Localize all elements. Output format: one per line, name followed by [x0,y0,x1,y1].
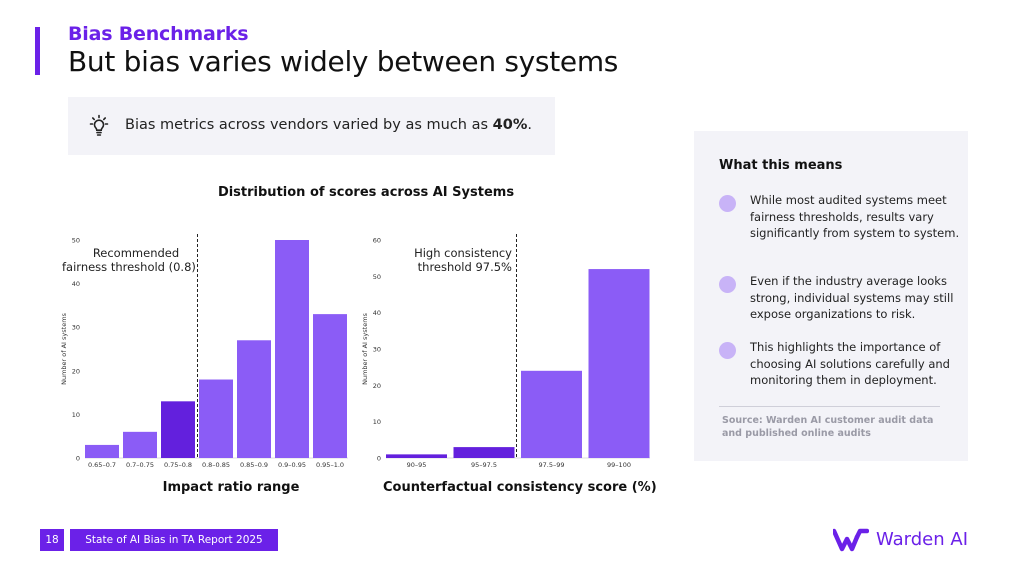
header-accent-bar [35,27,40,75]
bar [199,379,233,458]
y-axis-title: Number of AI systems [361,312,369,384]
x-tick-label: 0.9–0.95 [278,461,306,469]
report-name: State of AI Bias in TA Report 2025 [70,529,278,551]
x-tick-label: 97.5–99 [539,461,565,469]
callout-highlight: 40% [492,117,528,133]
bar [521,370,582,458]
panel-divider [719,406,940,407]
x-tick-label: 0.75–0.8 [164,461,192,469]
bar [588,269,650,458]
bar [85,444,119,458]
insight-callout: Bias metrics across vendors varied by as… [68,97,555,155]
y-tick-label: 50 [373,273,381,281]
y-tick-label: 0 [76,455,80,463]
impact-ratio-plot: 0 10 20 30 40 50 Number of AI systems 0.65–0.7 0… [60,234,348,469]
impact-ratio-chart: 0 10 20 30 40 50 Number of AI systems 0.65–0.7 0… [58,228,358,503]
counterfactual-consistency-plot: 0 10 20 30 40 50 60 Number of AI systems 90–95 95… [361,234,650,469]
y-axis-title: Number of AI systems [60,312,68,384]
x-tick-label: 90–95 [407,461,427,469]
x-tick-label: 0.7–0.75 [126,461,154,469]
bar [275,240,309,458]
y-tick-label: 30 [72,324,80,332]
x-tick-label: 0.95–1.0 [316,461,344,469]
panel-point-text: While most audited systems meet fairness… [750,193,960,240]
y-tick-label: 40 [373,309,381,317]
source-note: Source: Warden AI customer audit data an… [722,415,934,439]
page-number: 18 [40,529,64,551]
bullet-dot-icon [719,342,736,359]
y-tick-label: 0 [377,455,381,463]
y-tick-label: 10 [72,411,80,419]
x-tick-label: 95–97.5 [471,461,497,469]
bullet-dot-icon [719,195,736,212]
panel-point-text: Even if the industry average looks stron… [750,274,954,321]
bullet-dot-icon [719,276,736,293]
y-tick-label: 30 [373,346,381,354]
y-tick-label: 50 [72,237,80,245]
x-tick-label: 0.8–0.85 [202,461,230,469]
y-tick-label: 20 [72,367,80,375]
panel-heading: What this means [719,158,843,173]
bar [313,314,347,458]
distribution-title: Distribution of scores across AI Systems [217,185,515,200]
x-tick-label: 99–100 [607,461,631,469]
warden-logo-icon [833,528,869,552]
callout-text: Bias metrics across vendors varied by as… [125,117,532,133]
logo-wordmark: Warden AI [876,529,969,550]
y-tick-label: 40 [72,280,80,288]
bar [237,340,271,458]
y-tick-label: 20 [373,382,381,390]
y-tick-label: 60 [373,237,381,245]
section-kicker: Bias Benchmarks [68,23,249,45]
bar [123,431,157,458]
bar [161,401,195,458]
bar [386,454,447,458]
lightbulb-icon [89,114,109,136]
bar [453,447,515,458]
x-tick-label: 0.85–0.9 [240,461,268,469]
consistency-threshold-label: High consistency threshold 97.5% [414,246,512,274]
y-tick-label: 10 [373,418,381,426]
panel-point-text: This highlights the importance of choosi… [750,340,950,387]
impact-ratio-x-title: Impact ratio range [162,480,300,495]
x-tick-label: 0.65–0.7 [88,461,116,469]
page-title: But bias varies widely between systems [68,45,619,78]
counterfactual-x-title: Counterfactual consistency score (%) [383,480,657,495]
what-this-means-panel: What this means While most audited syste… [694,131,968,461]
fairness-threshold-label: Recommended fairness threshold (0.8) [62,246,196,274]
counterfactual-consistency-chart: 0 10 20 30 40 50 60 Number of AI systems 90–95 95… [358,228,658,503]
